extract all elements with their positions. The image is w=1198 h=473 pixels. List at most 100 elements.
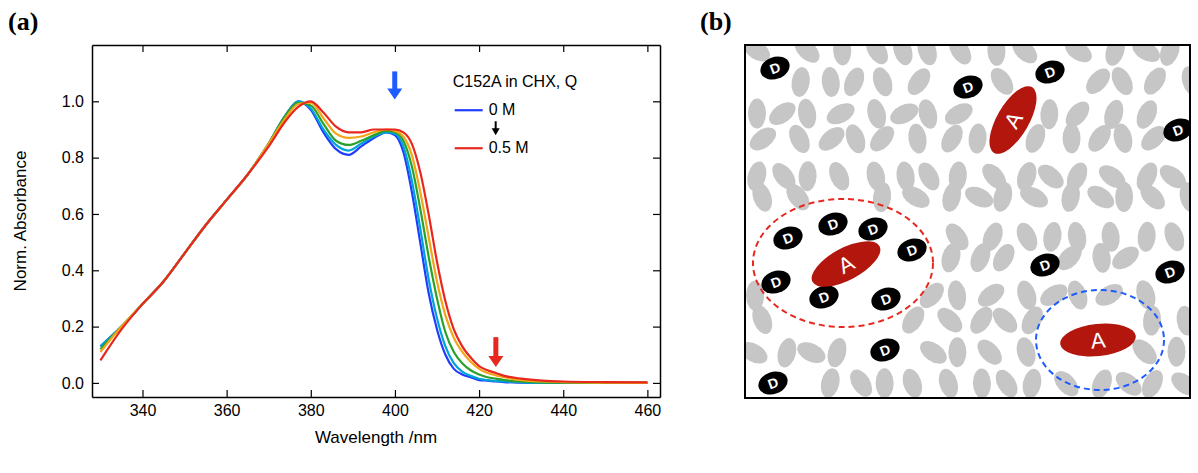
solvent-molecule (933, 303, 967, 337)
y-axis: 0.00.20.40.60.81.0 (62, 46, 99, 398)
solvent-molecule (966, 303, 998, 338)
solvent-molecule (1081, 64, 1114, 98)
tick (653, 327, 660, 328)
solvent-molecule (967, 123, 988, 155)
donor-label: D (878, 341, 893, 359)
solvent-molecule (1092, 280, 1127, 311)
tick (395, 45, 396, 52)
acceptor: A (805, 232, 887, 296)
solvent-molecule (1161, 220, 1189, 254)
donor-molecule (855, 214, 891, 245)
acceptor-label: A (1089, 327, 1107, 353)
solvent-molecule (823, 99, 858, 129)
tick (563, 45, 564, 52)
solvent-molecule (820, 66, 841, 98)
legend-label: 0 M (489, 101, 516, 118)
spectrum-line (100, 101, 647, 383)
solvent-molecule (842, 122, 869, 156)
donor: D (755, 368, 791, 398)
tick: 0.4 (62, 262, 99, 279)
solvent-molecule (987, 45, 1006, 66)
solvent-molecule (1040, 99, 1059, 130)
tick-mark (563, 390, 564, 397)
solvent-molecule (899, 366, 925, 398)
x-axis: 340360380400420440460 (93, 390, 662, 419)
solvent-molecule (906, 122, 928, 154)
tick (142, 45, 143, 52)
acceptor-molecule (1059, 320, 1138, 360)
donor-label: D (769, 273, 784, 291)
solvent-molecule (1008, 45, 1042, 68)
tick: 420 (466, 390, 493, 419)
tick (653, 383, 660, 384)
solvent-molecule (937, 121, 967, 156)
donor: D (1160, 115, 1190, 146)
arrow-shaft (495, 121, 497, 129)
tick-mark (142, 390, 143, 397)
tick-label: 0.4 (62, 262, 84, 279)
arrow (492, 121, 500, 135)
donor-molecule (868, 284, 904, 315)
tick (479, 45, 480, 52)
tick (647, 45, 648, 52)
tick: 380 (298, 390, 325, 419)
tick-mark (92, 270, 99, 271)
solvent-molecule (1091, 242, 1113, 274)
tick-mark (395, 45, 396, 52)
solvent-molecule (991, 366, 1022, 398)
legend: C152A in CHX, Q0 M0.5 M (453, 73, 578, 156)
solvent-molecule (824, 336, 849, 370)
tick-label: 0.0 (62, 375, 84, 392)
solvent-molecule (861, 45, 892, 68)
solvent-molecule (1020, 367, 1044, 398)
axis-line (660, 46, 662, 398)
solvent-molecule (1017, 182, 1052, 212)
acceptor: A (1059, 320, 1138, 360)
acceptor-label: A (834, 250, 859, 279)
solvent-molecule (782, 180, 814, 215)
donor-label: D (1163, 263, 1178, 281)
donor-label: D (768, 59, 783, 77)
x-axis-title: Wavelength /nm (315, 428, 437, 447)
solvent-molecule (1061, 97, 1094, 132)
donor-molecule (867, 335, 903, 366)
legend-swatch (455, 147, 483, 149)
solvent-molecule (1064, 278, 1091, 312)
donor-label: D (905, 241, 920, 259)
tick-label: 0.8 (62, 149, 84, 166)
donor-label: D (1038, 256, 1053, 274)
donor: D (815, 209, 851, 240)
solvent-molecule (946, 279, 968, 311)
tick-mark (227, 390, 228, 397)
solvent-molecule (774, 336, 799, 369)
solvent-molecule (916, 336, 951, 368)
donor-molecule (815, 209, 851, 240)
solvent-molecule (1083, 181, 1118, 213)
solvent-molecule (1175, 305, 1190, 337)
donor-label: D (766, 374, 781, 392)
tick-mark (395, 390, 396, 397)
solvent-molecule (898, 182, 933, 213)
donor-molecule (770, 223, 806, 254)
x-axis-top (93, 45, 661, 52)
solvent-molecule (865, 122, 898, 156)
diagram-frame (745, 45, 1190, 398)
solvent-molecule (1111, 367, 1146, 398)
solvent-molecule (1156, 45, 1183, 68)
tick-label: 460 (635, 402, 662, 419)
tick (653, 101, 660, 102)
acceptor-label: A (999, 107, 1028, 132)
tick (227, 45, 228, 52)
solvent-molecule (745, 123, 780, 155)
donor-label: D (817, 288, 832, 306)
plot-lines (100, 101, 647, 383)
donor-molecule (1160, 115, 1190, 146)
donor-label: D (879, 290, 894, 308)
donor-label: D (826, 215, 841, 233)
arrow-shaft (493, 337, 498, 357)
tick-mark (647, 390, 648, 397)
tick-label: 1.0 (62, 93, 84, 110)
tick (653, 214, 660, 215)
axis-line (93, 397, 661, 399)
legend-label: 0.5 M (489, 139, 529, 156)
